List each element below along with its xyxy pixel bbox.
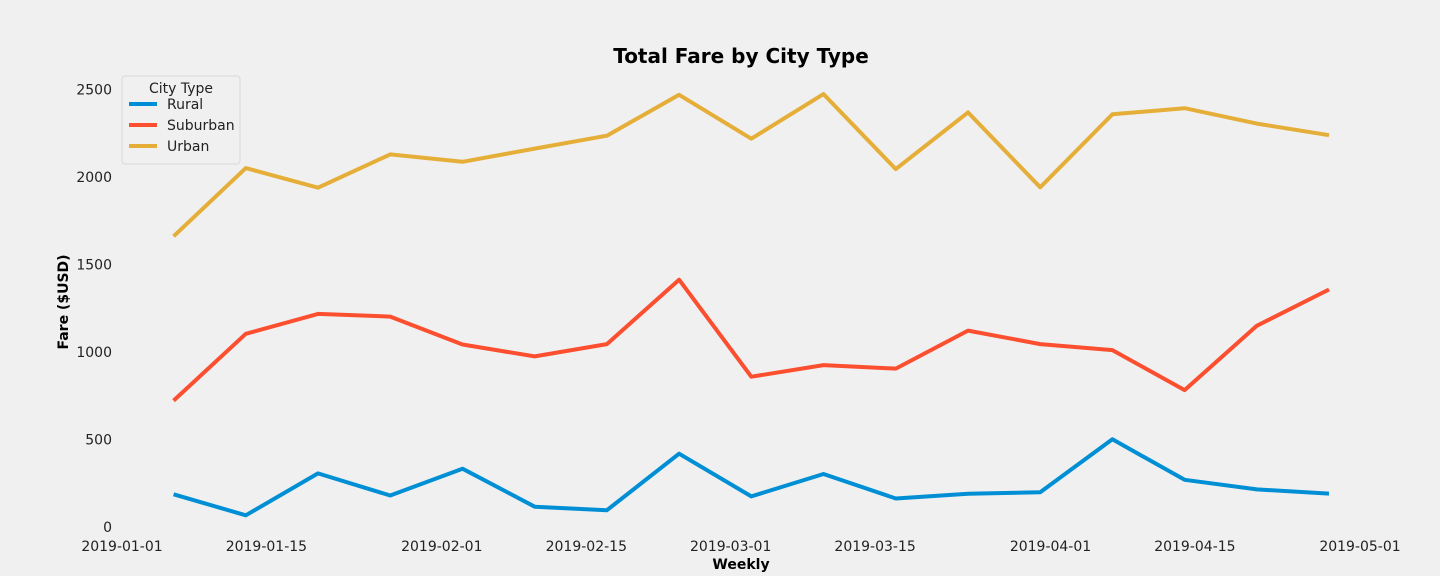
x-tick-label: 2019-02-15 — [546, 539, 627, 555]
y-tick-label: 0 — [103, 520, 112, 536]
legend-label-rural: Rural — [167, 97, 203, 113]
x-tick-label: 2019-01-01 — [81, 539, 162, 555]
y-tick-label: 1000 — [76, 345, 112, 361]
x-tick-label: 2019-01-15 — [226, 539, 307, 555]
legend-box — [121, 75, 241, 165]
chart-title: Total Fare by City Type — [613, 44, 869, 68]
legend-label-urban: Urban — [167, 139, 209, 155]
x-axis-label: Weekly — [712, 557, 769, 573]
x-tick-label: 2019-05-01 — [1319, 539, 1400, 555]
x-tick-label: 2019-03-15 — [834, 539, 915, 555]
series-lines — [172, 92, 1330, 518]
legend: City Type Rural Suburban Urban — [121, 75, 241, 165]
x-tick-label: 2019-04-01 — [1010, 539, 1091, 555]
x-tick-label: 2019-02-01 — [401, 539, 482, 555]
y-tick-label: 500 — [85, 433, 112, 449]
y-tick-label: 1500 — [76, 258, 112, 274]
legend-title: City Type — [149, 81, 213, 97]
x-tick-label: 2019-04-15 — [1154, 539, 1235, 555]
x-tick-label: 2019-03-01 — [690, 539, 771, 555]
y-tick-label: 2000 — [76, 170, 112, 186]
y-axis-label: Fare ($USD) — [56, 254, 72, 349]
legend-label-suburban: Suburban — [167, 118, 235, 134]
y-axis-ticks: 0 500 1000 1500 2000 2500 — [76, 83, 112, 537]
x-axis-ticks: 2019-01-01 2019-01-15 2019-02-01 2019-02-15… — [81, 539, 1400, 555]
y-tick-label: 2500 — [76, 83, 112, 99]
